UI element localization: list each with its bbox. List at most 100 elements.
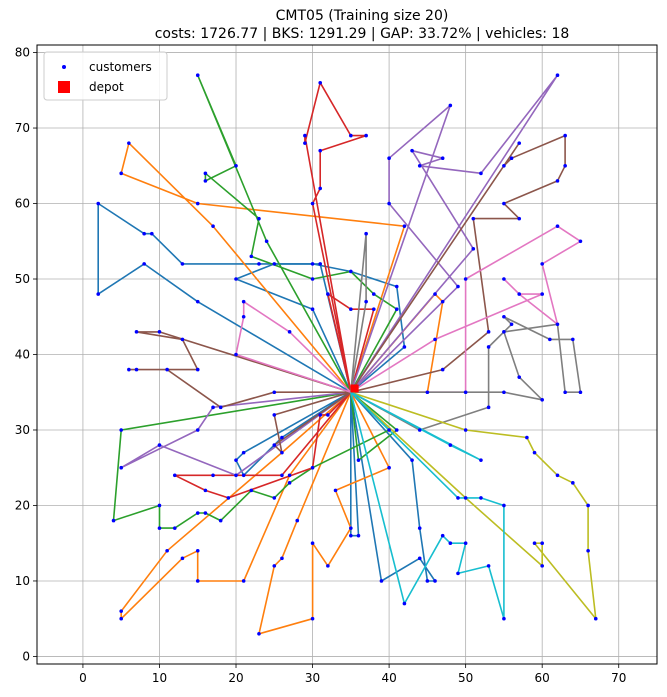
customer-point: [142, 231, 146, 236]
y-tick-label: 40: [15, 348, 30, 362]
customer-point: [379, 579, 384, 583]
customer-point: [486, 405, 491, 410]
customer-point: [479, 496, 483, 500]
customer-point: [134, 330, 139, 334]
customer-point: [394, 307, 399, 312]
customer-point: [180, 262, 185, 266]
customer-point: [540, 541, 544, 546]
customer-point: [540, 564, 544, 568]
customer-point: [563, 163, 567, 168]
customer-point: [165, 548, 169, 553]
customer-point: [119, 465, 123, 470]
customer-point: [195, 511, 200, 515]
customer-point: [333, 488, 338, 493]
customer-point: [364, 231, 368, 236]
customer-point: [410, 148, 414, 153]
customer-point: [463, 496, 468, 500]
customer-point: [241, 579, 246, 583]
route-line: [174, 391, 352, 499]
customer-point: [326, 564, 330, 568]
customer-point: [318, 186, 323, 191]
customer-point: [96, 201, 101, 206]
customer-point: [440, 299, 445, 304]
customer-point: [264, 239, 269, 244]
customer-point: [578, 239, 583, 244]
customer-point: [172, 473, 177, 478]
y-tick-label: 30: [15, 423, 30, 437]
customer-point: [272, 413, 277, 417]
customer-point: [486, 330, 491, 334]
x-tick-label: 30: [305, 671, 320, 685]
customer-point: [502, 277, 506, 281]
customer-point: [425, 579, 430, 583]
customer-point: [555, 322, 560, 327]
customer-point: [195, 299, 200, 304]
customer-point: [448, 103, 453, 108]
x-tick-label: 60: [535, 671, 550, 685]
customer-point: [119, 616, 123, 621]
customer-point: [417, 526, 422, 530]
y-tick-label: 10: [15, 574, 30, 588]
customer-point: [234, 473, 238, 478]
customer-point: [303, 141, 307, 145]
x-tick-label: 10: [152, 671, 167, 685]
customer-point: [502, 163, 506, 168]
customer-point: [226, 496, 231, 500]
customer-point: [326, 292, 330, 296]
customer-point: [318, 80, 323, 85]
customer-point: [326, 413, 330, 417]
customer-point: [586, 503, 590, 508]
customer-point: [502, 201, 506, 206]
customer-point: [310, 616, 315, 621]
chart-subtitle: costs: 1726.77 | BKS: 1291.29 | GAP: 33.…: [155, 26, 570, 42]
depot-marker-layer: [350, 384, 359, 393]
customer-point: [203, 511, 208, 515]
customer-point: [211, 405, 215, 410]
x-tick-label: 70: [611, 671, 626, 685]
customer-point: [440, 533, 445, 538]
customer-point: [134, 367, 139, 372]
customer-point: [463, 541, 468, 546]
depot-marker: [350, 384, 359, 393]
y-tick-label: 70: [15, 121, 30, 135]
customer-point: [280, 450, 284, 455]
customer-point: [563, 133, 567, 138]
customer-point: [387, 465, 391, 470]
customer-point: [433, 337, 437, 342]
customer-point: [195, 201, 200, 206]
customer-point: [571, 481, 575, 485]
customer-point: [234, 277, 238, 281]
customer-point: [180, 556, 185, 561]
customer-point: [456, 284, 460, 289]
customer-point: [96, 292, 101, 296]
customer-point: [502, 314, 506, 319]
route-line: [350, 74, 559, 393]
route-line: [350, 315, 582, 431]
customer-point: [218, 405, 223, 410]
route-line: [235, 391, 352, 477]
customer-point: [479, 171, 483, 176]
customer-point: [540, 262, 544, 266]
customer-point: [410, 458, 414, 462]
customer-point: [272, 496, 277, 500]
customer-point: [195, 428, 200, 432]
customer-point: [272, 262, 277, 266]
legend-depot-marker: [58, 81, 70, 93]
customer-point: [349, 526, 353, 530]
customer-point: [387, 201, 391, 206]
customer-point: [310, 307, 315, 312]
customer-point: [318, 148, 323, 153]
customer-point: [502, 503, 506, 508]
customer-point: [555, 224, 560, 228]
customer-point: [349, 533, 353, 538]
customer-point: [364, 299, 368, 304]
customer-point: [471, 216, 476, 221]
customer-point: [555, 179, 560, 183]
customer-points: [96, 73, 598, 636]
customer-point: [303, 133, 307, 138]
customer-point: [195, 579, 200, 583]
customer-point: [555, 73, 560, 77]
customer-point: [532, 541, 537, 546]
legend: customers depot: [43, 51, 168, 101]
customer-point: [249, 488, 254, 493]
